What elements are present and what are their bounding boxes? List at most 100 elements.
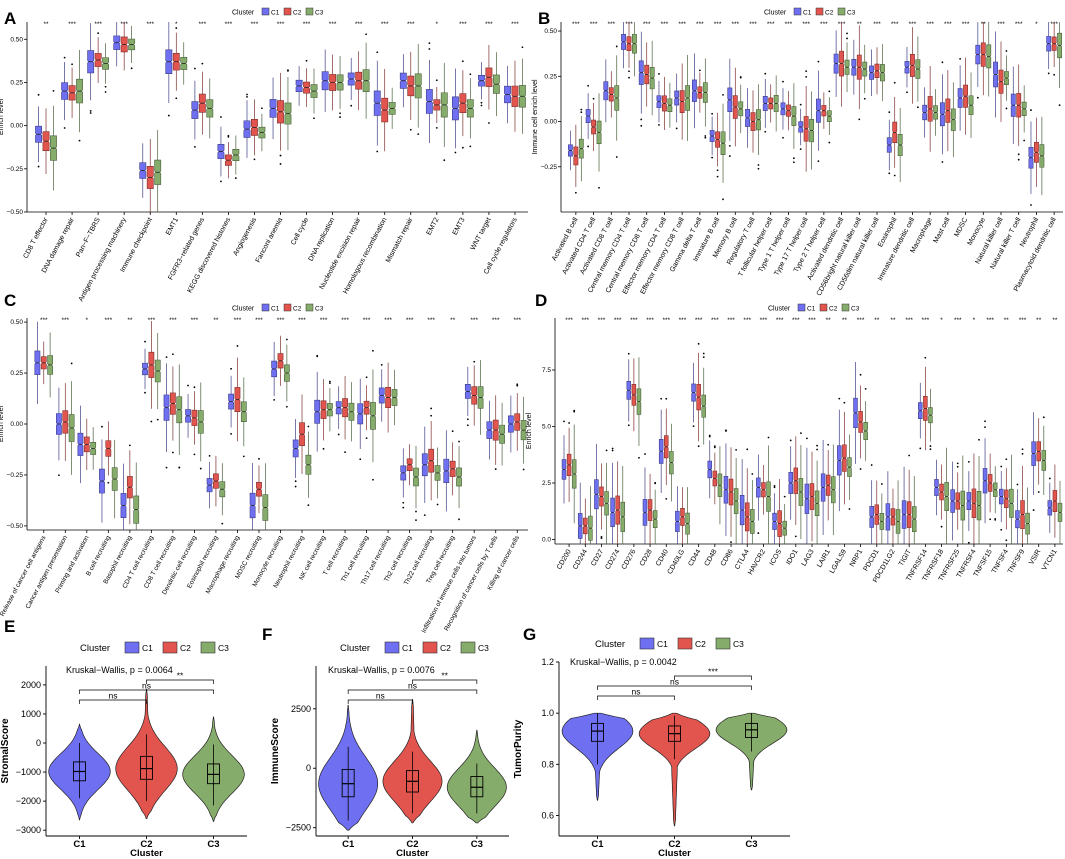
legend-label-c2: C2 xyxy=(829,306,838,313)
box-c1 xyxy=(591,722,604,742)
outlier-point xyxy=(287,69,289,72)
comparison-label: ns xyxy=(632,687,641,697)
outlier-point xyxy=(473,360,476,363)
outlier-point xyxy=(919,447,922,450)
outlier-point xyxy=(888,172,891,175)
outlier-point xyxy=(521,46,524,49)
outlier-point xyxy=(201,62,204,65)
x-tick-label: Mast cell xyxy=(932,216,951,244)
y-tick-label: 1.0 xyxy=(541,708,554,718)
comparison-bracket xyxy=(597,685,752,690)
significance-label: *** xyxy=(873,21,881,28)
legend-swatch-c2 xyxy=(162,641,178,654)
significance-label: *** xyxy=(470,317,478,324)
outlier-point xyxy=(722,198,724,201)
outlier-point xyxy=(713,445,716,448)
x-tick-label: Cell cycle xyxy=(290,217,310,247)
significance-label: *** xyxy=(406,317,414,324)
legend-label-c2: C2 xyxy=(293,10,302,17)
outlier-point xyxy=(893,174,896,177)
outlier-point xyxy=(956,465,959,468)
outlier-point xyxy=(253,158,256,161)
kruskal-wallis-text: Kruskal−Wallis, p = 0.0064 xyxy=(66,665,173,675)
legend-swatch-c1 xyxy=(261,303,270,312)
legend-swatch-c3 xyxy=(200,641,216,654)
legend-swatch-c1 xyxy=(639,637,655,650)
x-tick-label: CD276 xyxy=(621,548,638,570)
significance-label: *** xyxy=(251,21,259,28)
outlier-point xyxy=(940,525,943,528)
box-c3 xyxy=(745,722,758,738)
outlier-point xyxy=(285,405,288,408)
significance-label: *** xyxy=(662,317,670,324)
x-tick-label: ICOS xyxy=(769,548,784,567)
significance-label: *** xyxy=(277,21,285,28)
outlier-point xyxy=(234,177,237,179)
legend-label-c3: C3 xyxy=(478,643,489,653)
outlier-point xyxy=(863,97,866,100)
kruskal-wallis-text: Kruskal−Wallis, p = 0.0076 xyxy=(328,665,435,675)
panel-g-x-label: Cluster xyxy=(658,848,691,859)
outlier-point xyxy=(428,48,431,50)
outlier-point xyxy=(827,443,830,446)
outlier-point xyxy=(908,454,911,457)
x-tick-label: C3 xyxy=(471,839,483,850)
x-tick-label: IDO1 xyxy=(785,548,799,566)
x-tick-label: Type 1 T helper cell xyxy=(757,216,792,273)
outlier-point xyxy=(1000,528,1003,531)
outlier-point xyxy=(704,135,707,137)
outlier-point xyxy=(611,449,614,452)
outlier-point xyxy=(220,116,222,118)
outlier-point xyxy=(469,73,472,76)
outlier-point xyxy=(187,384,189,387)
comparison-bracket xyxy=(597,695,675,700)
legend-label-c3: C3 xyxy=(847,10,856,17)
outlier-point xyxy=(516,383,519,386)
panel-e-legend: Cluster C1 C2 C3 xyxy=(80,641,229,654)
significance-label: ** xyxy=(127,317,133,324)
significance-label: *** xyxy=(225,21,233,28)
outlier-point xyxy=(573,410,576,413)
outlier-point xyxy=(242,455,245,458)
outlier-point xyxy=(941,161,944,163)
outlier-point xyxy=(615,45,618,48)
outlier-point xyxy=(967,461,970,463)
significance-label: ** xyxy=(1036,317,1042,324)
outlier-point xyxy=(792,161,795,164)
x-tick-label: CD86 xyxy=(720,548,735,567)
x-tick-label: C2 xyxy=(668,839,680,850)
significance-label: *** xyxy=(199,21,207,28)
significance-label: *** xyxy=(714,21,722,28)
y-tick-label: 7.5 xyxy=(542,367,551,374)
significance-label: *** xyxy=(169,317,177,324)
outlier-point xyxy=(1017,153,1020,156)
significance-label: ** xyxy=(450,317,456,324)
outlier-point xyxy=(150,420,153,423)
outlier-point xyxy=(313,117,315,120)
outlier-point xyxy=(611,447,614,450)
significance-label: *** xyxy=(341,317,349,324)
outlier-point xyxy=(130,67,133,70)
outlier-point xyxy=(178,466,181,469)
significance-label: *** xyxy=(776,317,784,324)
x-tick-label: EMT3 xyxy=(452,217,467,237)
legend-label-c1: C1 xyxy=(803,10,812,17)
panel-c: C Cluster C1 C2 C3 −0.50 −0.25 0.00 0.25 0.50 Enri… xyxy=(0,291,528,634)
outlier-point xyxy=(789,439,792,442)
legend-swatch-c3 xyxy=(305,303,314,312)
outlier-point xyxy=(1005,539,1008,542)
outlier-point xyxy=(783,495,786,498)
outlier-point xyxy=(846,32,848,35)
outlier-point xyxy=(805,70,808,73)
x-tick-label: CD44 xyxy=(687,548,702,567)
significance-label: *** xyxy=(646,317,654,324)
outlier-point xyxy=(261,107,263,110)
legend-label-c2: C2 xyxy=(180,643,191,653)
y-tick-label: 0 xyxy=(306,763,311,773)
outlier-point xyxy=(458,518,460,521)
outlier-point xyxy=(722,93,724,96)
legend-title: Cluster xyxy=(340,643,370,654)
x-tick-label: C1 xyxy=(591,839,604,850)
outlier-point xyxy=(746,448,749,451)
significance-label: *** xyxy=(363,317,371,324)
